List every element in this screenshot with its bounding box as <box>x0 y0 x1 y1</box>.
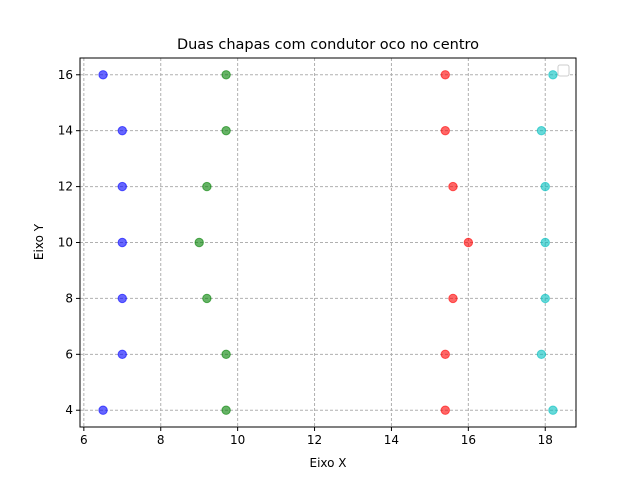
data-point-series-2 <box>221 70 231 80</box>
grid-lines <box>80 58 576 427</box>
data-point-series-3 <box>440 405 450 415</box>
data-point-series-1 <box>117 293 127 304</box>
x-tick-label: 18 <box>538 433 553 447</box>
y-tick-label: 6 <box>65 347 73 361</box>
y-tick-label: 12 <box>58 180 73 194</box>
data-point-series-3 <box>448 293 458 304</box>
y-tick-label: 4 <box>65 403 73 417</box>
data-point-series-3 <box>440 349 450 360</box>
data-point-series-1 <box>98 405 108 415</box>
data-point-series-2 <box>221 125 231 136</box>
data-point-series-4 <box>536 125 547 136</box>
x-tick-label: 8 <box>157 433 165 447</box>
data-point-series-2 <box>194 237 204 248</box>
data-point-series-4 <box>540 181 550 192</box>
data-point-series-3 <box>440 70 450 80</box>
data-point-series-1 <box>117 125 127 136</box>
data-point-series-3 <box>448 181 458 192</box>
legend-box <box>557 64 570 77</box>
data-point-series-2 <box>202 181 212 192</box>
data-points <box>98 70 558 415</box>
data-point-series-4 <box>540 237 550 248</box>
x-axis-title: Eixo X <box>309 456 346 470</box>
y-tick-label: 10 <box>58 236 73 250</box>
data-point-series-3 <box>440 125 450 136</box>
x-tick-label: 12 <box>307 433 322 447</box>
y-tick-label: 16 <box>58 68 73 82</box>
data-point-series-4 <box>536 349 547 360</box>
data-point-series-1 <box>117 237 127 248</box>
y-tick-label: 14 <box>58 124 73 138</box>
data-point-series-2 <box>221 405 231 415</box>
y-tick-label: 8 <box>65 291 73 305</box>
x-tick-label: 16 <box>461 433 476 447</box>
data-point-series-4 <box>540 293 550 304</box>
data-point-series-3 <box>463 237 474 248</box>
x-tick-label: 10 <box>230 433 245 447</box>
y-axis-ticks: 4 6 8 10 12 14 16 <box>58 68 80 417</box>
data-point-series-1 <box>117 181 127 192</box>
x-axis-ticks: 6 8 10 12 14 16 18 <box>80 427 553 447</box>
data-point-series-4 <box>548 70 558 80</box>
data-point-series-2 <box>202 293 212 304</box>
x-tick-label: 14 <box>384 433 399 447</box>
data-point-series-2 <box>221 349 231 360</box>
data-point-series-1 <box>117 349 127 360</box>
chart-title: Duas chapas com condutor oco no centro <box>177 37 479 53</box>
x-tick-label: 6 <box>80 433 88 447</box>
data-point-series-4 <box>548 405 558 415</box>
data-point-series-1 <box>98 70 108 80</box>
y-axis-title: Eixo Y <box>32 223 46 260</box>
